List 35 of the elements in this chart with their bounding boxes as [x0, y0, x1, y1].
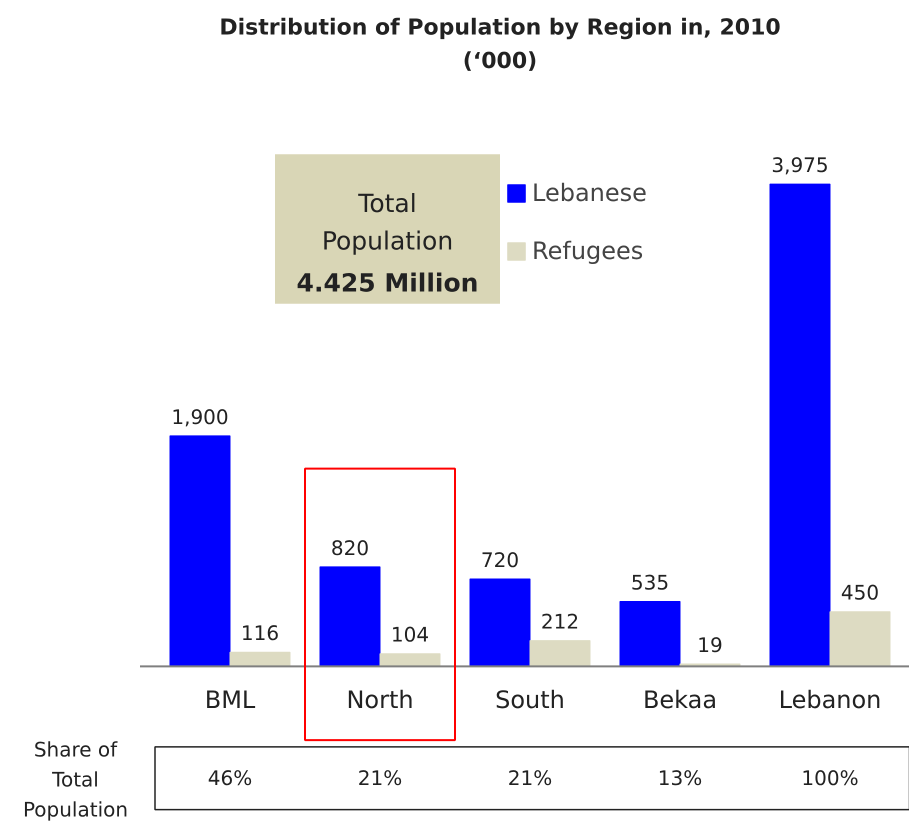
text: 21% — [358, 766, 402, 790]
text: 100% — [801, 766, 859, 790]
data-label: 212 — [540, 610, 580, 634]
bar — [770, 184, 830, 667]
bar — [380, 653, 440, 667]
data-label: 535 — [630, 570, 670, 594]
data-label: 19 — [697, 632, 723, 657]
text: 21% — [508, 766, 552, 790]
x-tick-label: North — [346, 686, 414, 714]
bar — [620, 600, 680, 667]
data-label: 116 — [240, 621, 280, 646]
bar — [320, 566, 380, 667]
data-label: 1,900 — [171, 404, 229, 429]
text: Share of Total Population — [22, 738, 128, 822]
data-label: 3,975 — [771, 153, 829, 178]
chart-title: Distribution of Population by Region in, 2010 (‘000) — [219, 15, 781, 74]
bar — [230, 652, 290, 667]
bar — [170, 435, 230, 667]
text: 13% — [658, 766, 702, 790]
data-label: 450 — [840, 580, 880, 605]
x-tick-label: Lebanon — [778, 686, 882, 714]
bar — [530, 640, 590, 667]
data-label: 720 — [480, 548, 520, 572]
bar — [470, 578, 530, 667]
legend-label: Lebanese — [532, 179, 647, 207]
data-label: 104 — [390, 622, 430, 647]
x-tick-label: South — [495, 686, 565, 714]
annotation: Total Population — [322, 188, 454, 256]
bar — [830, 611, 890, 667]
x-tick-label: Bekaa — [642, 686, 718, 714]
legend-label: Refugees — [532, 237, 644, 265]
text: 46% — [208, 766, 252, 790]
x-tick-label: BML — [204, 686, 256, 714]
data-label: 820 — [330, 536, 370, 560]
annotation: 4.425 Million — [296, 268, 478, 298]
